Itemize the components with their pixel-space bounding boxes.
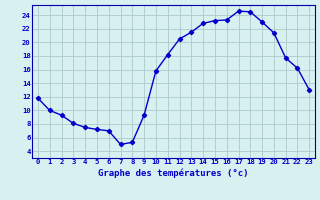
- X-axis label: Graphe des températures (°c): Graphe des températures (°c): [98, 168, 249, 178]
